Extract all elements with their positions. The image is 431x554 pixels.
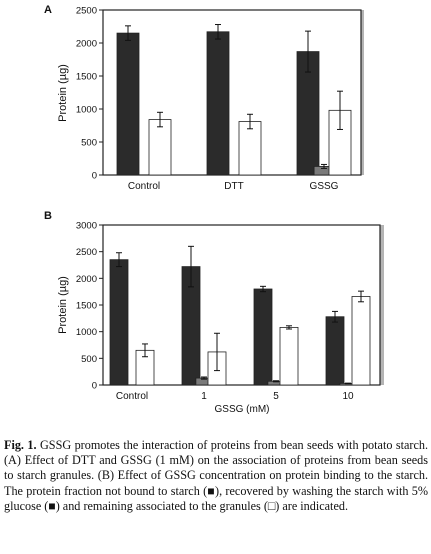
y-axis-label-a: Protein (µg) (57, 64, 69, 122)
y-ticks-b: 0 500 1000 1500 2000 2500 3000 (76, 221, 103, 392)
x-tick-labels-a: Control DTT GSSG (128, 181, 339, 192)
panel-label-b: B (44, 210, 52, 222)
y-tick-label: 500 (81, 138, 97, 149)
bars-b (109, 259, 371, 386)
y-tick-label: 2000 (76, 39, 97, 50)
right-edge-shade-b (380, 225, 384, 385)
y-tick-label: 2500 (76, 247, 97, 258)
y-axis-label-b: Protein (µg) (57, 276, 69, 334)
bar-associated (238, 121, 262, 176)
y-tick-label: 3000 (76, 221, 97, 232)
chart-panel-a: A Protein (µg) 0 500 1000 1500 2000 2500 Cont… (44, 4, 364, 192)
y-tick-label: 500 (81, 354, 97, 365)
bar-associated (279, 326, 299, 386)
error-bars-b (116, 245, 364, 385)
x-tick-label: 10 (342, 391, 354, 402)
y-tick-label: 0 (92, 171, 97, 182)
x-tick-labels-b: Control 1 5 10 (116, 391, 354, 402)
y-tick-label: 1000 (76, 105, 97, 116)
y-tick-label: 0 (92, 381, 97, 392)
bar-not_bound (206, 31, 230, 176)
bar-associated (148, 119, 172, 176)
y-tick-label: 1000 (76, 327, 97, 338)
x-tick-label: Control (128, 181, 160, 192)
figure-caption: Fig. 1. GSSG promotes the interaction of… (4, 438, 428, 514)
x-tick-label: GSSG (310, 181, 339, 192)
x-tick-label: DTT (224, 181, 243, 192)
bar-not_bound (116, 32, 140, 176)
right-edge-shade-a (361, 10, 364, 175)
caption-label: Fig. 1. (4, 438, 37, 452)
bars-a (116, 31, 352, 176)
x-tick-label: 5 (273, 391, 279, 402)
y-ticks-a: 0 500 1000 1500 2000 2500 (76, 6, 103, 182)
x-axis-label-b: GSSG (mM) (215, 404, 270, 415)
y-tick-label: 1500 (76, 301, 97, 312)
y-tick-label: 1500 (76, 72, 97, 83)
plot-frame-a (102, 9, 362, 176)
bar-associated (351, 296, 371, 386)
caption-text: GSSG promotes the interaction of protein… (4, 438, 428, 513)
bar-not_bound (253, 288, 273, 386)
x-tick-label: 1 (201, 391, 207, 402)
chart-panel-b: B Protein (µg) 050010001500200025003000 … (44, 210, 384, 415)
bar-not_bound (109, 259, 129, 386)
y-tick-label: 2500 (76, 6, 97, 17)
bar-not_bound (325, 316, 345, 386)
error-bars-a (125, 24, 343, 169)
panel-label-a: A (44, 4, 52, 16)
x-tick-label: Control (116, 391, 148, 402)
y-tick-label: 2000 (76, 274, 97, 285)
